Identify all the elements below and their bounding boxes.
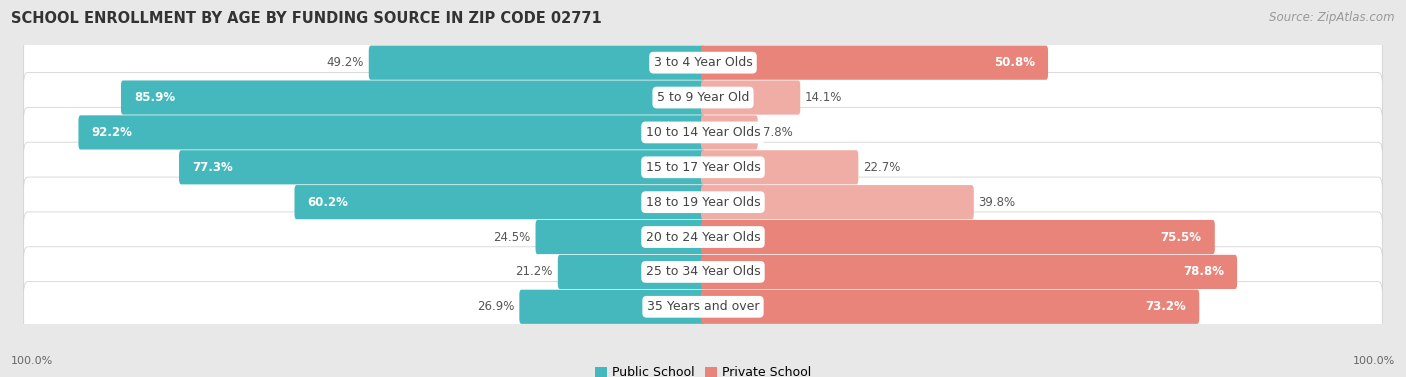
Text: 100.0%: 100.0% (1353, 356, 1395, 366)
Text: 49.2%: 49.2% (326, 56, 364, 69)
Text: SCHOOL ENROLLMENT BY AGE BY FUNDING SOURCE IN ZIP CODE 02771: SCHOOL ENROLLMENT BY AGE BY FUNDING SOUR… (11, 11, 602, 26)
Text: 39.8%: 39.8% (979, 196, 1015, 208)
FancyBboxPatch shape (536, 220, 704, 254)
Text: 10 to 14 Year Olds: 10 to 14 Year Olds (645, 126, 761, 139)
FancyBboxPatch shape (519, 290, 704, 324)
FancyBboxPatch shape (24, 212, 1382, 262)
FancyBboxPatch shape (24, 107, 1382, 158)
Text: 73.2%: 73.2% (1146, 300, 1187, 313)
FancyBboxPatch shape (179, 150, 704, 184)
FancyBboxPatch shape (24, 72, 1382, 123)
FancyBboxPatch shape (24, 282, 1382, 332)
Text: 5 to 9 Year Old: 5 to 9 Year Old (657, 91, 749, 104)
Text: 25 to 34 Year Olds: 25 to 34 Year Olds (645, 265, 761, 278)
Text: 77.3%: 77.3% (193, 161, 233, 174)
FancyBboxPatch shape (24, 177, 1382, 227)
Text: 35 Years and over: 35 Years and over (647, 300, 759, 313)
Text: 14.1%: 14.1% (806, 91, 842, 104)
Text: 18 to 19 Year Olds: 18 to 19 Year Olds (645, 196, 761, 208)
Text: 60.2%: 60.2% (308, 196, 349, 208)
FancyBboxPatch shape (294, 185, 704, 219)
FancyBboxPatch shape (24, 247, 1382, 297)
FancyBboxPatch shape (702, 220, 1215, 254)
Text: 21.2%: 21.2% (516, 265, 553, 278)
FancyBboxPatch shape (24, 142, 1382, 192)
FancyBboxPatch shape (558, 255, 704, 289)
FancyBboxPatch shape (702, 255, 1237, 289)
Text: 50.8%: 50.8% (994, 56, 1035, 69)
Text: 22.7%: 22.7% (863, 161, 900, 174)
FancyBboxPatch shape (702, 150, 858, 184)
FancyBboxPatch shape (368, 46, 704, 80)
Text: 75.5%: 75.5% (1161, 231, 1202, 244)
Text: 3 to 4 Year Olds: 3 to 4 Year Olds (654, 56, 752, 69)
Text: Source: ZipAtlas.com: Source: ZipAtlas.com (1270, 11, 1395, 24)
Text: 7.8%: 7.8% (762, 126, 793, 139)
FancyBboxPatch shape (702, 290, 1199, 324)
FancyBboxPatch shape (702, 46, 1047, 80)
Text: 100.0%: 100.0% (11, 356, 53, 366)
Text: 20 to 24 Year Olds: 20 to 24 Year Olds (645, 231, 761, 244)
FancyBboxPatch shape (702, 80, 800, 115)
FancyBboxPatch shape (24, 38, 1382, 88)
Legend: Public School, Private School: Public School, Private School (595, 366, 811, 377)
FancyBboxPatch shape (702, 115, 758, 150)
Text: 24.5%: 24.5% (494, 231, 530, 244)
Text: 92.2%: 92.2% (91, 126, 132, 139)
Text: 85.9%: 85.9% (134, 91, 176, 104)
Text: 78.8%: 78.8% (1182, 265, 1225, 278)
FancyBboxPatch shape (121, 80, 704, 115)
Text: 15 to 17 Year Olds: 15 to 17 Year Olds (645, 161, 761, 174)
FancyBboxPatch shape (702, 185, 974, 219)
FancyBboxPatch shape (79, 115, 704, 150)
Text: 26.9%: 26.9% (477, 300, 515, 313)
